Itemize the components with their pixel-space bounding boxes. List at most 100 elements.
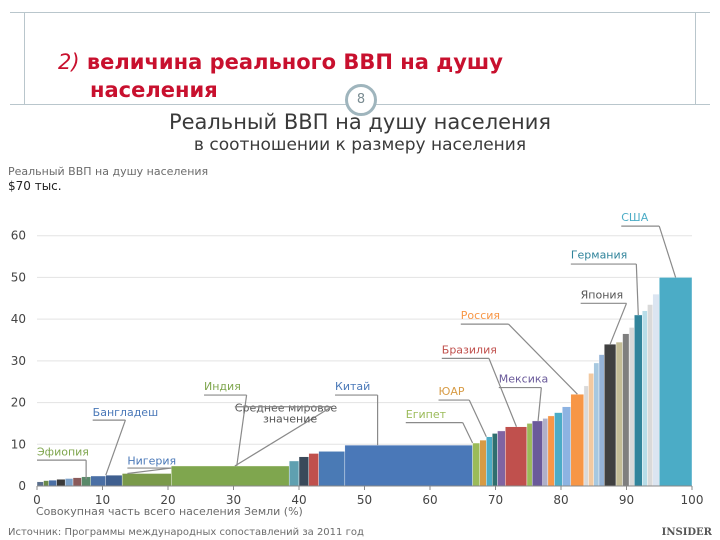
axes: 0 10 20 30 40 50 60 0 10 20 30 40 50 60 70 80 90 100 <box>11 229 704 507</box>
annotation-leader <box>127 467 172 475</box>
annotation-label: Бангладеш <box>93 406 158 419</box>
annotation-label: Россия <box>461 309 500 322</box>
slide-frame-top <box>10 12 710 13</box>
bar <box>526 423 533 487</box>
annotation-leader <box>537 387 542 421</box>
annotation-label: Индия <box>204 380 241 393</box>
annotation-label: ЮАР <box>439 385 465 398</box>
bar <box>171 465 290 487</box>
bar <box>505 426 528 487</box>
bar <box>588 373 594 487</box>
x-tick-label: 60 <box>422 493 437 507</box>
annotation-label: Эфиопия <box>37 446 89 459</box>
y-axis-label: Реальный ВВП на душу населения <box>8 165 208 178</box>
bar <box>615 341 623 487</box>
annotation-label: Среднее мировое <box>235 402 338 415</box>
annotation-label: Нигерия <box>127 454 176 467</box>
bar <box>48 479 57 487</box>
chart-subtitle: в соотношении к размеру населения <box>193 135 527 155</box>
bar <box>652 293 660 487</box>
annotation-label: Мексика <box>499 373 548 386</box>
annotation-leader <box>488 358 518 427</box>
bar <box>298 456 310 487</box>
insider-logo: INSIDER <box>662 527 713 538</box>
bar <box>497 430 506 487</box>
bar <box>64 478 74 487</box>
bar <box>43 480 49 487</box>
bar <box>634 314 643 487</box>
x-tick-label: 90 <box>619 493 634 507</box>
bar <box>659 277 693 487</box>
slide-frame-right <box>695 12 696 104</box>
annotation-leader <box>609 303 628 345</box>
annotation-leader <box>468 399 487 438</box>
bar <box>547 415 555 487</box>
x-tick-label: 20 <box>160 493 175 507</box>
annotation-label: значение <box>263 413 317 426</box>
annotation-leader <box>462 422 474 444</box>
bar <box>121 473 172 487</box>
bar <box>604 343 617 487</box>
slide-title-line2: населения <box>90 78 218 102</box>
bar <box>36 481 44 487</box>
annotation-label: Япония <box>581 288 624 301</box>
annotation-leader <box>105 419 126 476</box>
bar <box>486 436 493 487</box>
gdp-per-capita-chart: 0 10 20 30 40 50 60 0 10 20 30 40 50 60 70 80 90 100 Эфио… <box>8 165 713 538</box>
bar <box>642 310 648 487</box>
bar <box>72 477 82 487</box>
page-number: 8 <box>356 92 366 107</box>
y-tick-label: 40 <box>11 312 26 326</box>
bar <box>472 442 480 487</box>
x-tick-label: 0 <box>33 493 41 507</box>
bar <box>622 333 630 487</box>
bar <box>344 444 473 487</box>
bar <box>562 406 572 487</box>
slide-title-line1: величина реального ВВП на душу <box>86 50 503 74</box>
y-tick-label: 30 <box>11 354 26 368</box>
bar <box>479 439 487 487</box>
annotation-leader <box>635 264 639 315</box>
annotation-leader <box>658 225 677 278</box>
slide-frame-left <box>24 12 25 104</box>
x-tick-label: 30 <box>226 493 241 507</box>
annotation-label: Германия <box>571 249 627 262</box>
chart-title: Реальный ВВП на душу населения <box>168 110 552 134</box>
bar <box>105 474 123 487</box>
annotation-label: Бразилия <box>442 343 497 356</box>
bar <box>492 433 498 487</box>
bar <box>308 453 319 487</box>
annotation-label: Китай <box>335 380 370 393</box>
x-tick-label: 100 <box>681 493 704 507</box>
annotation-leader <box>508 323 578 395</box>
y-tick-label: 10 <box>11 437 26 451</box>
x-axis-label: Совокупная часть всего населения Земли (… <box>36 505 303 518</box>
bar <box>628 327 635 487</box>
y-axis-unit: $70 тыс. <box>8 179 62 193</box>
x-tick-label: 80 <box>553 493 568 507</box>
annotations: Эфиопия Бангладеш Нигерия Индия Среднее миро… <box>37 211 677 480</box>
bar <box>583 385 589 487</box>
y-tick-label: 20 <box>11 396 26 410</box>
slide-title-number: 2) <box>58 50 80 74</box>
annotation-label: США <box>621 211 648 224</box>
page-number-badge: 8 <box>345 84 377 116</box>
bar <box>531 420 543 487</box>
bar <box>570 394 585 487</box>
bar <box>593 362 600 487</box>
annotation-leader <box>234 406 333 467</box>
y-tick-label: 60 <box>11 229 26 243</box>
x-tick-label: 10 <box>95 493 110 507</box>
bar <box>554 412 563 487</box>
y-tick-label: 0 <box>18 479 26 493</box>
source-note: Источник: Программы международных сопост… <box>8 527 364 538</box>
annotation-label: Египет <box>406 408 447 421</box>
bar <box>598 354 605 487</box>
x-tick-label: 70 <box>488 493 503 507</box>
bar <box>288 460 300 487</box>
bar <box>647 304 653 487</box>
slide-title: 2) величина реального ВВП на душу населе… <box>58 48 658 104</box>
x-tick-label: 50 <box>357 493 372 507</box>
bars <box>36 277 693 487</box>
bar <box>318 451 346 487</box>
